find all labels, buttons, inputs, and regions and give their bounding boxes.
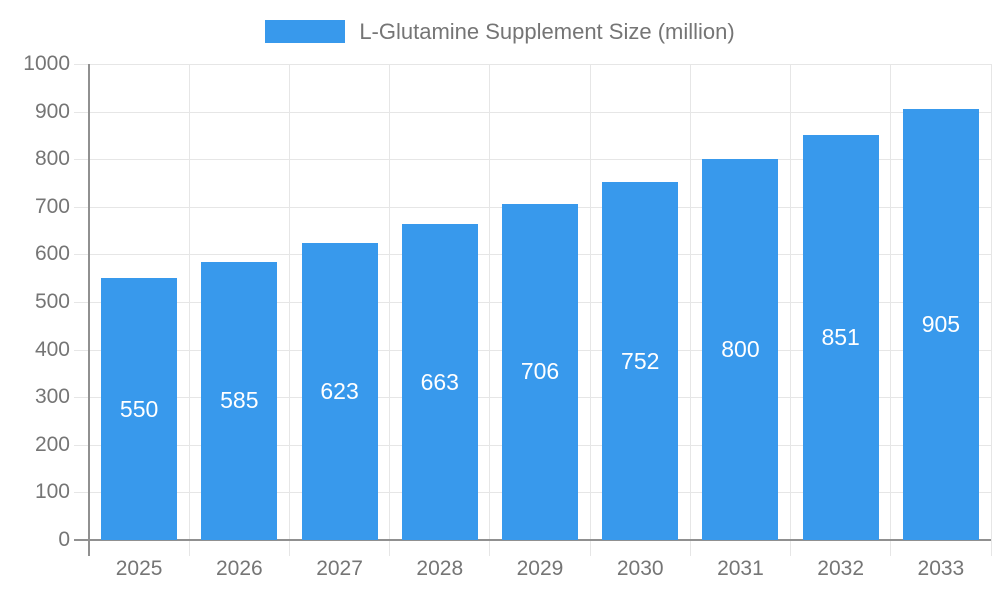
- y-axis-line: [88, 64, 90, 556]
- y-axis-tick-label: 300: [34, 385, 70, 409]
- y-tickmark: [74, 111, 89, 113]
- x-axis-tick-label: 2026: [215, 557, 263, 580]
- x-axis-tick-label: 2025: [115, 557, 163, 580]
- x-axis-tick-label: 2032: [817, 557, 865, 580]
- y-tickmark: [74, 254, 89, 256]
- y-axis-tick-label: 200: [34, 432, 70, 456]
- bar-2030[interactable]: 752: [602, 182, 679, 540]
- y-axis-tick-label: 0: [58, 528, 70, 551]
- bar-2032[interactable]: 851: [802, 134, 879, 540]
- y-axis-tick-label: 600: [34, 242, 70, 266]
- x-axis-tick-label: 2029: [516, 557, 564, 580]
- x-gridline: [288, 64, 290, 556]
- x-axis-line: [74, 539, 991, 541]
- legend-item[interactable]: L-Glutamine Supplement Size (million): [0, 19, 1000, 44]
- bar-value-label: 550: [119, 395, 159, 422]
- y-gridline: [89, 159, 991, 161]
- bar-2029[interactable]: 706: [502, 203, 578, 540]
- bar-value-label: 800: [721, 336, 760, 363]
- bar-2031[interactable]: 800: [702, 159, 779, 540]
- bar-2027[interactable]: 623: [301, 243, 378, 540]
- y-gridline: [89, 64, 991, 65]
- y-axis-tick-label: 800: [34, 147, 70, 171]
- x-gridline: [689, 64, 691, 556]
- bar-2025[interactable]: 550: [101, 278, 178, 540]
- bar-value-label: 905: [921, 311, 961, 338]
- x-gridline: [890, 64, 892, 556]
- y-axis-tick-label: 400: [34, 337, 70, 361]
- y-axis-tick-label: 700: [34, 194, 70, 218]
- y-gridline: [89, 111, 991, 113]
- y-tickmark: [74, 206, 89, 208]
- bar-value-label: 623: [320, 378, 359, 405]
- y-axis-tick-label: 500: [34, 290, 70, 313]
- x-axis-tick-label: 2027: [316, 557, 363, 580]
- x-gridline: [790, 64, 792, 556]
- bar-2026[interactable]: 585: [201, 261, 278, 540]
- bar-2033[interactable]: 905: [902, 109, 979, 540]
- x-axis-tick-label: 2031: [717, 557, 764, 580]
- y-tickmark: [74, 444, 89, 446]
- bar-value-label: 706: [520, 358, 560, 385]
- bar-2028[interactable]: 663: [401, 224, 478, 540]
- x-gridline: [389, 64, 391, 556]
- x-axis-tick-label: 2033: [917, 557, 965, 580]
- x-axis-tick-label: 2028: [416, 557, 464, 580]
- legend-swatch-icon: [265, 20, 346, 43]
- x-gridline: [489, 64, 491, 556]
- x-axis-tick-label: 2030: [616, 557, 664, 580]
- bar-value-label: 752: [621, 347, 660, 374]
- y-axis-tick-label: 1000: [23, 52, 70, 75]
- bar-value-label: 851: [821, 323, 860, 350]
- bar-value-label: 585: [220, 387, 259, 414]
- x-gridline: [188, 64, 190, 556]
- legend-label: L-Glutamine Supplement Size (million): [359, 19, 735, 44]
- bar-value-label: 663: [420, 368, 459, 395]
- plot-area: 0 100 200 300 400 500 600 700 800 900 1000 550 2025 5…: [23, 52, 992, 580]
- y-tickmark: [74, 64, 89, 65]
- y-axis-tick-label: 100: [34, 480, 70, 504]
- y-axis-tick-label: 900: [34, 99, 70, 123]
- y-tickmark: [74, 159, 89, 161]
- y-tickmark: [74, 302, 89, 303]
- x-gridline: [589, 64, 591, 556]
- y-tickmark: [74, 492, 89, 494]
- y-tickmark: [74, 349, 89, 351]
- y-tickmark: [74, 397, 89, 399]
- x-gridline: [990, 64, 992, 556]
